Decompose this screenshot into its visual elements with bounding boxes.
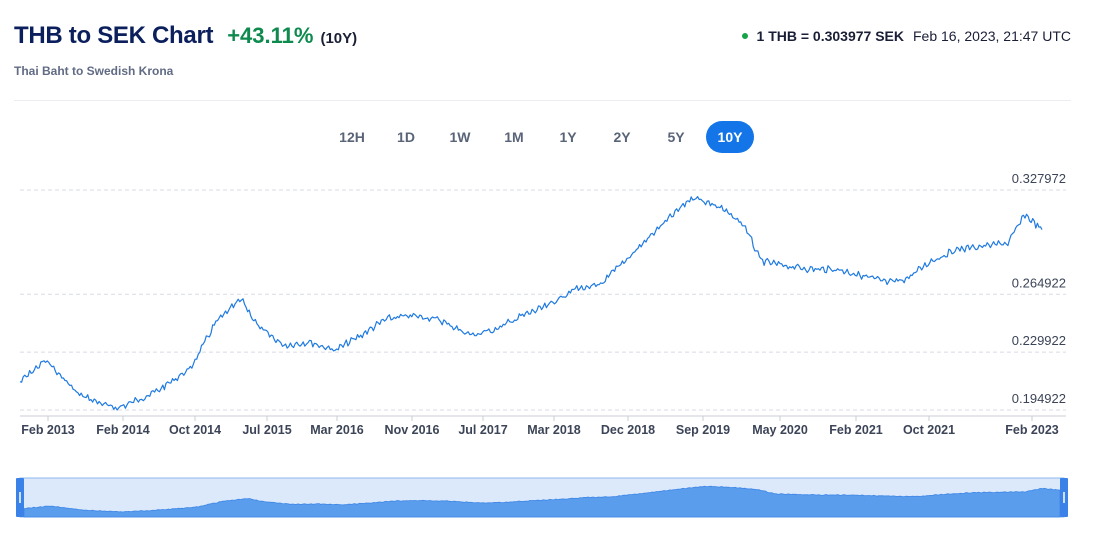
x-tick-label: Nov 2016 [385, 423, 440, 437]
x-tick-label: Sep 2019 [676, 423, 730, 437]
x-tick-label: Feb 2013 [21, 423, 75, 437]
navigator-area [23, 485, 1061, 518]
x-tick-label: Dec 2018 [601, 423, 655, 437]
series-line [19, 196, 1043, 411]
x-tick-label: Mar 2016 [310, 423, 364, 437]
rate-timestamp: Feb 16, 2023, 21:47 UTC [913, 28, 1071, 44]
x-tick-label: Feb 2023 [1005, 423, 1059, 437]
range-button-10y[interactable]: 10Y [706, 121, 754, 153]
x-tick-label: Feb 2014 [96, 423, 150, 437]
y-tick-label: 0.264922 [1012, 275, 1066, 290]
range-button-1y[interactable]: 1Y [559, 129, 577, 145]
range-button-1d[interactable]: 1D [397, 129, 415, 145]
title-row: THB to SEK Chart +43.11% (10Y) [14, 22, 1071, 50]
change-period: (10Y) [320, 30, 358, 47]
navigator[interactable] [16, 477, 1068, 518]
x-tick-label: Feb 2021 [829, 423, 883, 437]
y-tick-label: 0.229922 [1012, 333, 1066, 348]
y-tick-label: 0.327972 [1012, 171, 1066, 186]
x-tick-label: Jul 2017 [458, 423, 507, 437]
y-tick-label: 0.194922 [1012, 391, 1066, 406]
live-dot-icon [741, 33, 748, 39]
page-title: THB to SEK Chart [14, 22, 214, 49]
change-percent: +43.11% [227, 23, 314, 48]
page-subtitle: Thai Baht to Swedish Krona [14, 64, 174, 78]
current-rate: 1 THB = 0.303977 SEK Feb 16, 2023, 21:47… [741, 28, 1071, 44]
x-tick-label: Oct 2021 [903, 423, 955, 437]
range-button-1m[interactable]: 1M [504, 129, 524, 145]
x-tick-label: Oct 2014 [169, 423, 221, 437]
range-button-1w[interactable]: 1W [449, 129, 471, 145]
x-tick-label: May 2020 [752, 423, 808, 437]
x-tick-label: Mar 2018 [527, 423, 581, 437]
chart-header: THB to SEK Chart +43.11% (10Y) Thai Baht… [14, 22, 1071, 78]
range-button-2y[interactable]: 2Y [613, 129, 631, 145]
range-selector: 12H 1D 1W 1M 1Y 2Y 5Y 10Y [328, 121, 754, 153]
range-button-12h[interactable]: 12H [339, 129, 365, 145]
header-divider [14, 100, 1071, 101]
range-button-5y[interactable]: 5Y [667, 129, 685, 145]
x-tick-label: Jul 2015 [242, 423, 291, 437]
rate-value: 1 THB = 0.303977 SEK [756, 28, 904, 44]
